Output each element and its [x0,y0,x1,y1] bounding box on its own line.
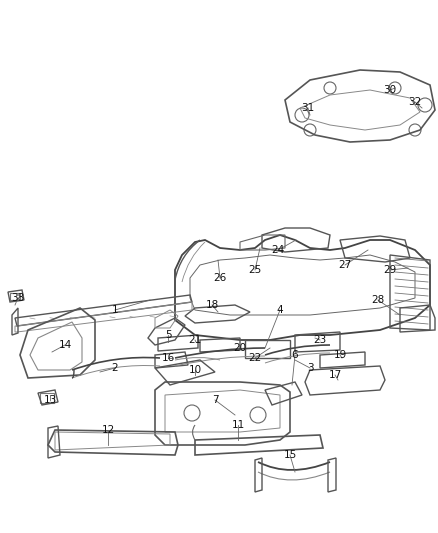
Text: 10: 10 [188,365,201,375]
Text: 5: 5 [165,330,171,340]
Text: 27: 27 [339,260,352,270]
Text: 19: 19 [333,350,346,360]
Text: 25: 25 [248,265,261,275]
Text: 12: 12 [101,425,115,435]
Text: 7: 7 [212,395,218,405]
Text: 16: 16 [161,353,175,363]
Text: 38: 38 [11,293,25,303]
Text: 13: 13 [43,395,57,405]
Text: 21: 21 [188,335,201,345]
Text: 29: 29 [383,265,397,275]
Text: 15: 15 [283,450,297,460]
Bar [40,393,54,403]
Bar [10,293,20,300]
Text: 11: 11 [231,420,245,430]
Text: 18: 18 [205,300,219,310]
Text: 6: 6 [292,350,298,360]
Text: 3: 3 [307,363,313,373]
Text: 1: 1 [112,305,118,315]
Text: 26: 26 [213,273,226,283]
Text: 32: 32 [408,97,422,107]
Text: 28: 28 [371,295,385,305]
Text: 2: 2 [112,363,118,373]
Text: 20: 20 [233,343,247,353]
Text: 22: 22 [248,353,261,363]
Text: 31: 31 [301,103,314,113]
Text: 4: 4 [277,305,283,315]
Text: 17: 17 [328,370,342,380]
Text: 14: 14 [58,340,72,350]
Text: 24: 24 [272,245,285,255]
Text: 30: 30 [383,85,396,95]
Text: 23: 23 [313,335,327,345]
